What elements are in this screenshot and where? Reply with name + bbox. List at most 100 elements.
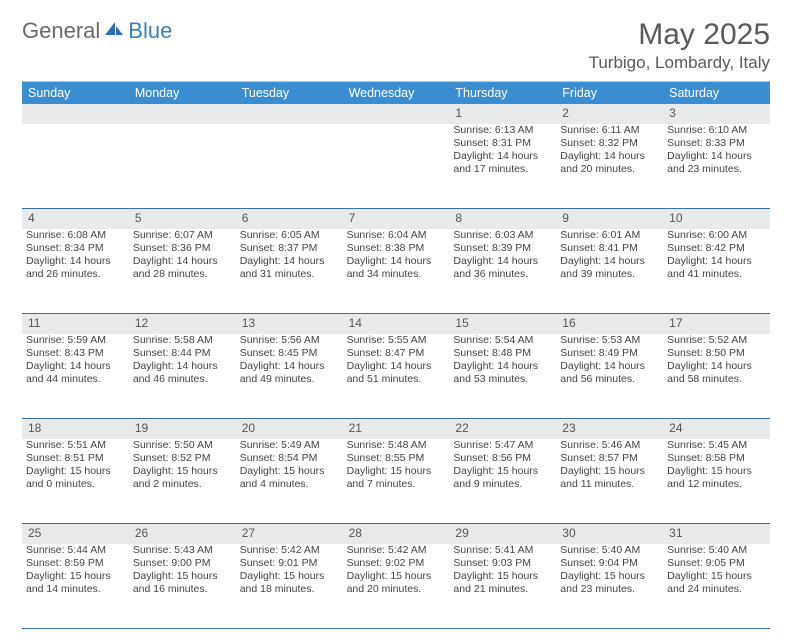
sunset-line: Sunset: 8:55 PM xyxy=(347,452,446,465)
daylight-line: Daylight: 14 hours and 44 minutes. xyxy=(26,360,125,386)
sunset-line: Sunset: 8:54 PM xyxy=(240,452,339,465)
daylight-line: Daylight: 14 hours and 46 minutes. xyxy=(133,360,232,386)
day-cell: Sunrise: 6:03 AMSunset: 8:39 PMDaylight:… xyxy=(449,229,556,313)
day-number: 31 xyxy=(663,524,770,544)
day-cell: Sunrise: 5:52 AMSunset: 8:50 PMDaylight:… xyxy=(663,334,770,418)
day-cell: Sunrise: 5:50 AMSunset: 8:52 PMDaylight:… xyxy=(129,439,236,523)
sunset-line: Sunset: 8:33 PM xyxy=(667,137,766,150)
sunrise-line: Sunrise: 5:43 AM xyxy=(133,544,232,557)
day-cell xyxy=(129,124,236,208)
daylight-line: Daylight: 14 hours and 51 minutes. xyxy=(347,360,446,386)
sunset-line: Sunset: 8:32 PM xyxy=(560,137,659,150)
daylight-line: Daylight: 15 hours and 11 minutes. xyxy=(560,465,659,491)
brand-logo: General Blue xyxy=(22,18,172,44)
day-number: 2 xyxy=(556,104,663,124)
day-cell: Sunrise: 5:59 AMSunset: 8:43 PMDaylight:… xyxy=(22,334,129,418)
day-cell: Sunrise: 5:42 AMSunset: 9:01 PMDaylight:… xyxy=(236,544,343,628)
day-number: 11 xyxy=(22,314,129,334)
month-title: May 2025 xyxy=(589,18,770,51)
day-number: 30 xyxy=(556,524,663,544)
daylight-line: Daylight: 14 hours and 49 minutes. xyxy=(240,360,339,386)
sunrise-line: Sunrise: 6:11 AM xyxy=(560,124,659,137)
daylight-line: Daylight: 15 hours and 23 minutes. xyxy=(560,570,659,596)
sunrise-line: Sunrise: 5:54 AM xyxy=(453,334,552,347)
sunset-line: Sunset: 9:05 PM xyxy=(667,557,766,570)
daylight-line: Daylight: 14 hours and 56 minutes. xyxy=(560,360,659,386)
day-cell: Sunrise: 6:11 AMSunset: 8:32 PMDaylight:… xyxy=(556,124,663,208)
sunset-line: Sunset: 9:04 PM xyxy=(560,557,659,570)
title-block: May 2025 Turbigo, Lombardy, Italy xyxy=(589,18,770,73)
brand-sail-icon xyxy=(102,18,126,44)
sunrise-line: Sunrise: 6:10 AM xyxy=(667,124,766,137)
day-cell xyxy=(236,124,343,208)
sunset-line: Sunset: 8:56 PM xyxy=(453,452,552,465)
day-cell: Sunrise: 5:45 AMSunset: 8:58 PMDaylight:… xyxy=(663,439,770,523)
daylight-line: Daylight: 15 hours and 14 minutes. xyxy=(26,570,125,596)
location: Turbigo, Lombardy, Italy xyxy=(589,53,770,73)
day-cell: Sunrise: 5:48 AMSunset: 8:55 PMDaylight:… xyxy=(343,439,450,523)
daylight-line: Daylight: 14 hours and 41 minutes. xyxy=(667,255,766,281)
brand-part2: Blue xyxy=(128,18,172,44)
daylight-line: Daylight: 15 hours and 18 minutes. xyxy=(240,570,339,596)
daylight-line: Daylight: 15 hours and 9 minutes. xyxy=(453,465,552,491)
sunrise-line: Sunrise: 6:01 AM xyxy=(560,229,659,242)
daylight-line: Daylight: 15 hours and 24 minutes. xyxy=(667,570,766,596)
daylight-line: Daylight: 14 hours and 23 minutes. xyxy=(667,150,766,176)
day-number: 8 xyxy=(449,209,556,229)
day-cell: Sunrise: 6:01 AMSunset: 8:41 PMDaylight:… xyxy=(556,229,663,313)
daylight-line: Daylight: 14 hours and 31 minutes. xyxy=(240,255,339,281)
day-number: 28 xyxy=(343,524,450,544)
day-number: 4 xyxy=(22,209,129,229)
day-cell: Sunrise: 5:54 AMSunset: 8:48 PMDaylight:… xyxy=(449,334,556,418)
day-number: 21 xyxy=(343,419,450,439)
day-cell: Sunrise: 5:43 AMSunset: 9:00 PMDaylight:… xyxy=(129,544,236,628)
sunrise-line: Sunrise: 5:47 AM xyxy=(453,439,552,452)
daylight-line: Daylight: 15 hours and 7 minutes. xyxy=(347,465,446,491)
day-number: 16 xyxy=(556,314,663,334)
sunrise-line: Sunrise: 5:45 AM xyxy=(667,439,766,452)
sunrise-line: Sunrise: 6:13 AM xyxy=(453,124,552,137)
day-number: 13 xyxy=(236,314,343,334)
daynum-row: 45678910 xyxy=(22,209,770,229)
dow-header: Friday xyxy=(556,82,663,104)
day-cell: Sunrise: 6:13 AMSunset: 8:31 PMDaylight:… xyxy=(449,124,556,208)
sunrise-line: Sunrise: 5:41 AM xyxy=(453,544,552,557)
week-row: Sunrise: 6:13 AMSunset: 8:31 PM Daylight:… xyxy=(22,124,770,209)
day-cell: Sunrise: 6:10 AMSunset: 8:33 PMDaylight:… xyxy=(663,124,770,208)
day-cell: Sunrise: 5:41 AMSunset: 9:03 PMDaylight:… xyxy=(449,544,556,628)
day-number xyxy=(129,104,236,124)
day-cell: Sunrise: 5:44 AMSunset: 8:59 PMDaylight:… xyxy=(22,544,129,628)
daynum-row: 18192021222324 xyxy=(22,419,770,439)
daynum-row: 11121314151617 xyxy=(22,314,770,334)
sunset-line: Sunset: 8:50 PM xyxy=(667,347,766,360)
sunset-line: Sunset: 8:42 PM xyxy=(667,242,766,255)
sunset-line: Sunset: 8:39 PM xyxy=(453,242,552,255)
calendar-body: 123Sunrise: 6:13 AMSunset: 8:31 PMDaylig… xyxy=(22,104,770,629)
day-cell xyxy=(343,124,450,208)
day-number: 5 xyxy=(129,209,236,229)
sunset-line: Sunset: 8:48 PM xyxy=(453,347,552,360)
day-number: 23 xyxy=(556,419,663,439)
sunrise-line: Sunrise: 5:52 AM xyxy=(667,334,766,347)
week-row: Sunrise: 5:59 AMSunset: 8:43 PMDaylight:… xyxy=(22,334,770,419)
week-row: Sunrise: 5:44 AMSunset: 8:59 PMDaylight:… xyxy=(22,544,770,629)
week-row: Sunrise: 5:51 AMSunset: 8:51 PMDaylight:… xyxy=(22,439,770,524)
sunset-line: Sunset: 8:38 PM xyxy=(347,242,446,255)
sunrise-line: Sunrise: 5:40 AM xyxy=(560,544,659,557)
sunrise-line: Sunrise: 5:40 AM xyxy=(667,544,766,557)
sunrise-line: Sunrise: 5:42 AM xyxy=(240,544,339,557)
sunrise-line: Sunrise: 5:44 AM xyxy=(26,544,125,557)
daynum-row: 25262728293031 xyxy=(22,524,770,544)
sunset-line: Sunset: 9:03 PM xyxy=(453,557,552,570)
daylight-line: Daylight: 15 hours and 0 minutes. xyxy=(26,465,125,491)
day-number: 27 xyxy=(236,524,343,544)
day-cell: Sunrise: 5:49 AMSunset: 8:54 PMDaylight:… xyxy=(236,439,343,523)
sunset-line: Sunset: 8:51 PM xyxy=(26,452,125,465)
day-number: 7 xyxy=(343,209,450,229)
calendar: SundayMondayTuesdayWednesdayThursdayFrid… xyxy=(22,81,770,629)
sunset-line: Sunset: 8:31 PM xyxy=(453,137,552,150)
calendar-page: General Blue May 2025 Turbigo, Lombardy,… xyxy=(0,0,792,639)
daylight-line: Daylight: 15 hours and 21 minutes. xyxy=(453,570,552,596)
sunrise-line: Sunrise: 5:55 AM xyxy=(347,334,446,347)
header: General Blue May 2025 Turbigo, Lombardy,… xyxy=(22,18,770,73)
